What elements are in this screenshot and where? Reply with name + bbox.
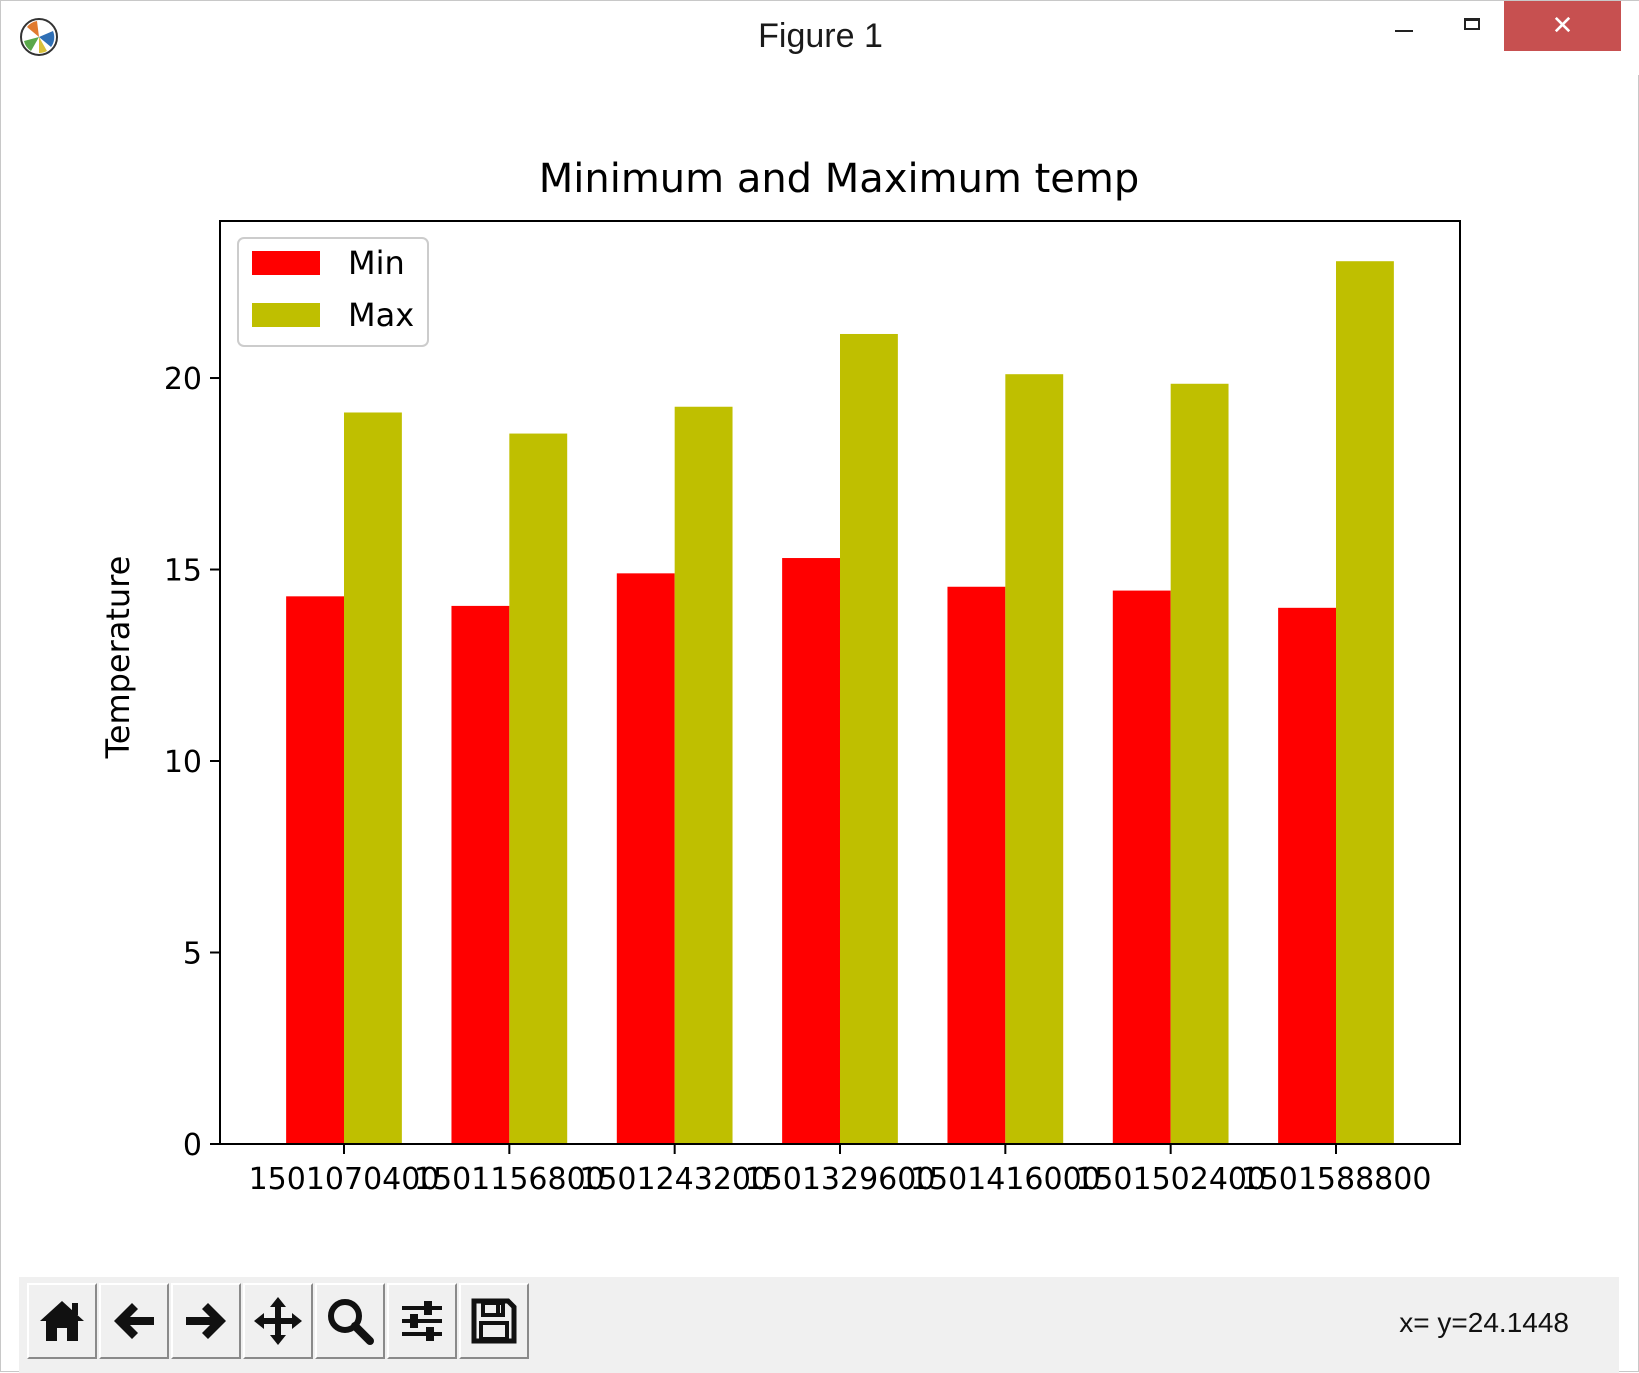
bar-max-0 <box>344 412 402 1144</box>
pan-move-icon <box>254 1297 302 1345</box>
back-arrow-icon <box>114 1303 154 1339</box>
y-axis-label: Temperature <box>99 556 137 760</box>
zoom-button[interactable] <box>315 1283 385 1359</box>
x-tick-label: 1501502400 <box>1075 1162 1266 1197</box>
cursor-coordinates: x= y=24.1448 <box>1399 1307 1569 1338</box>
home-icon <box>40 1301 84 1341</box>
legend-label-max: Max <box>348 296 414 334</box>
subplots-sliders-icon <box>402 1301 442 1341</box>
bar-max-3 <box>840 333 898 1144</box>
navigation-toolbar: x= y=24.1448 <box>19 1277 1619 1373</box>
y-tick-label: 15 <box>164 554 202 589</box>
home-button[interactable] <box>27 1283 97 1359</box>
legend-swatch-min <box>252 251 320 275</box>
bar-min-6 <box>1278 607 1336 1144</box>
bar-max-5 <box>1170 383 1229 1144</box>
title-bar[interactable]: Figure 1 ✕ <box>1 1 1639 75</box>
bar-min-4 <box>947 586 1006 1144</box>
bar-max-2 <box>674 406 733 1144</box>
bar-min-3 <box>782 558 840 1144</box>
maximize-icon <box>1464 18 1480 30</box>
bar-min-1 <box>451 605 510 1144</box>
bar-max-1 <box>509 433 568 1144</box>
save-floppy-icon <box>471 1298 517 1344</box>
bars-group <box>286 261 1394 1144</box>
bar-min-5 <box>1112 590 1171 1144</box>
x-tick-label: 1501588800 <box>1241 1162 1432 1197</box>
minimize-icon <box>1395 30 1413 32</box>
x-tick-label: 1501329600 <box>745 1162 936 1197</box>
x-tick-label: 1501416000 <box>910 1162 1101 1197</box>
chart-title: Minimum and Maximum temp <box>539 156 1140 202</box>
y-tick-label: 20 <box>164 362 202 397</box>
close-icon: ✕ <box>1551 11 1574 41</box>
y-tick-label: 10 <box>164 745 202 780</box>
bar-max-4 <box>1005 374 1064 1144</box>
legend-swatch-max <box>252 303 320 327</box>
save-button[interactable] <box>459 1283 529 1359</box>
legend-label-min: Min <box>348 244 405 282</box>
bar-max-6 <box>1336 261 1394 1144</box>
forward-arrow-icon <box>186 1303 226 1339</box>
back-button[interactable] <box>99 1283 169 1359</box>
window-title: Figure 1 <box>758 17 883 55</box>
bar-min-0 <box>286 596 344 1144</box>
x-tick-label: 1501243200 <box>579 1162 770 1197</box>
subplots-button[interactable] <box>387 1283 457 1359</box>
x-tick-label: 1501156800 <box>414 1162 605 1197</box>
x-tick-label: 1501070400 <box>249 1162 440 1197</box>
y-tick-label: 5 <box>183 937 202 972</box>
legend[interactable]: Min Max <box>237 237 429 347</box>
bar-min-2 <box>616 573 675 1144</box>
pan-button[interactable] <box>243 1283 313 1359</box>
zoom-magnifier-icon <box>328 1299 374 1345</box>
y-axis-ticks: 0 5 10 15 20 <box>164 362 220 1163</box>
bar-chart: Minimum and Maximum temp Temperature 0 5 1… <box>99 156 1461 1197</box>
maximize-button[interactable] <box>1437 1 1507 51</box>
y-tick-label: 0 <box>183 1128 202 1163</box>
matplotlib-logo-icon <box>20 18 58 56</box>
figure-canvas[interactable]: Minimum and Maximum temp Temperature 0 5 1… <box>19 75 1619 1277</box>
x-axis-ticks: 1501070400150115680015012432001501329600… <box>249 1144 1432 1197</box>
forward-button[interactable] <box>171 1283 241 1359</box>
minimize-button[interactable] <box>1369 1 1439 51</box>
close-button[interactable]: ✕ <box>1504 1 1621 51</box>
